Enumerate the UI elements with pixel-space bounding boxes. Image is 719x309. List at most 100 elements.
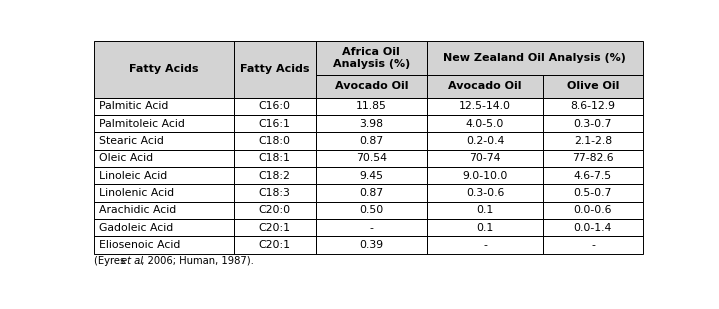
Bar [427, 132, 544, 150]
Bar [427, 41, 643, 75]
Bar [427, 184, 544, 202]
Bar [316, 202, 427, 219]
Bar [427, 115, 544, 132]
Bar [94, 236, 234, 254]
Text: Arachidic Acid: Arachidic Acid [99, 205, 176, 215]
Bar [94, 115, 234, 132]
Bar [94, 219, 234, 236]
Bar [234, 219, 316, 236]
Bar [544, 132, 643, 150]
Bar [544, 167, 643, 184]
Text: 0.87: 0.87 [360, 136, 383, 146]
Text: Olive Oil: Olive Oil [567, 82, 619, 91]
Text: C20:1: C20:1 [259, 222, 290, 233]
Bar [544, 98, 643, 115]
Bar [94, 202, 234, 219]
Text: 0.87: 0.87 [360, 188, 383, 198]
Bar [94, 132, 234, 150]
Bar [316, 115, 427, 132]
Bar [316, 150, 427, 167]
Bar [316, 98, 427, 115]
Text: C18:2: C18:2 [259, 171, 290, 181]
Bar [544, 75, 643, 98]
Bar [316, 219, 427, 236]
Text: C18:0: C18:0 [259, 136, 290, 146]
Bar [427, 184, 544, 202]
Bar [544, 75, 643, 98]
Bar [316, 132, 427, 150]
Text: Eliosenoic Acid: Eliosenoic Acid [99, 240, 180, 250]
Bar [234, 167, 316, 184]
Text: 9.0-10.0: 9.0-10.0 [462, 171, 508, 181]
Bar [316, 75, 427, 98]
Bar [427, 236, 544, 254]
Bar [544, 202, 643, 219]
Bar [94, 167, 234, 184]
Bar [544, 115, 643, 132]
Bar [427, 150, 544, 167]
Bar [544, 219, 643, 236]
Bar [544, 236, 643, 254]
Bar [234, 132, 316, 150]
Bar [234, 236, 316, 254]
Bar [427, 115, 544, 132]
Text: C18:1: C18:1 [259, 153, 290, 163]
Text: 0.39: 0.39 [360, 240, 383, 250]
Bar [94, 98, 234, 115]
Bar [94, 41, 234, 98]
Text: 70.54: 70.54 [356, 153, 387, 163]
Bar [544, 184, 643, 202]
Bar [427, 41, 643, 75]
Bar [544, 202, 643, 219]
Text: 4.6-7.5: 4.6-7.5 [574, 171, 612, 181]
Bar [234, 184, 316, 202]
Bar [316, 41, 427, 75]
Text: Oleic Acid: Oleic Acid [99, 153, 153, 163]
Bar [316, 167, 427, 184]
Text: 0.5-0.7: 0.5-0.7 [574, 188, 612, 198]
Text: 2.1-2.8: 2.1-2.8 [574, 136, 612, 146]
Text: C20:1: C20:1 [259, 240, 290, 250]
Bar [94, 98, 234, 115]
Text: Stearic Acid: Stearic Acid [99, 136, 164, 146]
Bar [544, 150, 643, 167]
Bar [427, 202, 544, 219]
Bar [234, 98, 316, 115]
Bar [427, 75, 544, 98]
Text: 8.6-12.9: 8.6-12.9 [570, 101, 615, 112]
Bar [234, 115, 316, 132]
Text: 0.0-0.6: 0.0-0.6 [574, 205, 612, 215]
Text: 0.3-0.7: 0.3-0.7 [574, 119, 612, 129]
Text: C16:0: C16:0 [259, 101, 290, 112]
Bar [427, 98, 544, 115]
Text: 77-82.6: 77-82.6 [572, 153, 614, 163]
Bar [544, 236, 643, 254]
Bar [316, 167, 427, 184]
Text: 70-74: 70-74 [470, 153, 500, 163]
Bar [427, 132, 544, 150]
Bar [427, 219, 544, 236]
Bar [234, 115, 316, 132]
Bar [316, 184, 427, 202]
Bar [234, 132, 316, 150]
Bar [427, 150, 544, 167]
Bar [316, 75, 427, 98]
Bar [94, 202, 234, 219]
Bar [316, 236, 427, 254]
Text: C18:3: C18:3 [259, 188, 290, 198]
Bar [234, 41, 316, 98]
Bar [316, 150, 427, 167]
Text: C20:0: C20:0 [259, 205, 290, 215]
Text: -: - [483, 240, 487, 250]
Bar [234, 150, 316, 167]
Text: Avocado Oil: Avocado Oil [448, 82, 522, 91]
Bar [427, 202, 544, 219]
Text: -: - [591, 240, 595, 250]
Text: Linoleic Acid: Linoleic Acid [99, 171, 167, 181]
Text: 11.85: 11.85 [356, 101, 387, 112]
Bar [544, 184, 643, 202]
Bar [94, 184, 234, 202]
Bar [427, 98, 544, 115]
Text: 4.0-5.0: 4.0-5.0 [466, 119, 504, 129]
Text: 0.1: 0.1 [477, 205, 493, 215]
